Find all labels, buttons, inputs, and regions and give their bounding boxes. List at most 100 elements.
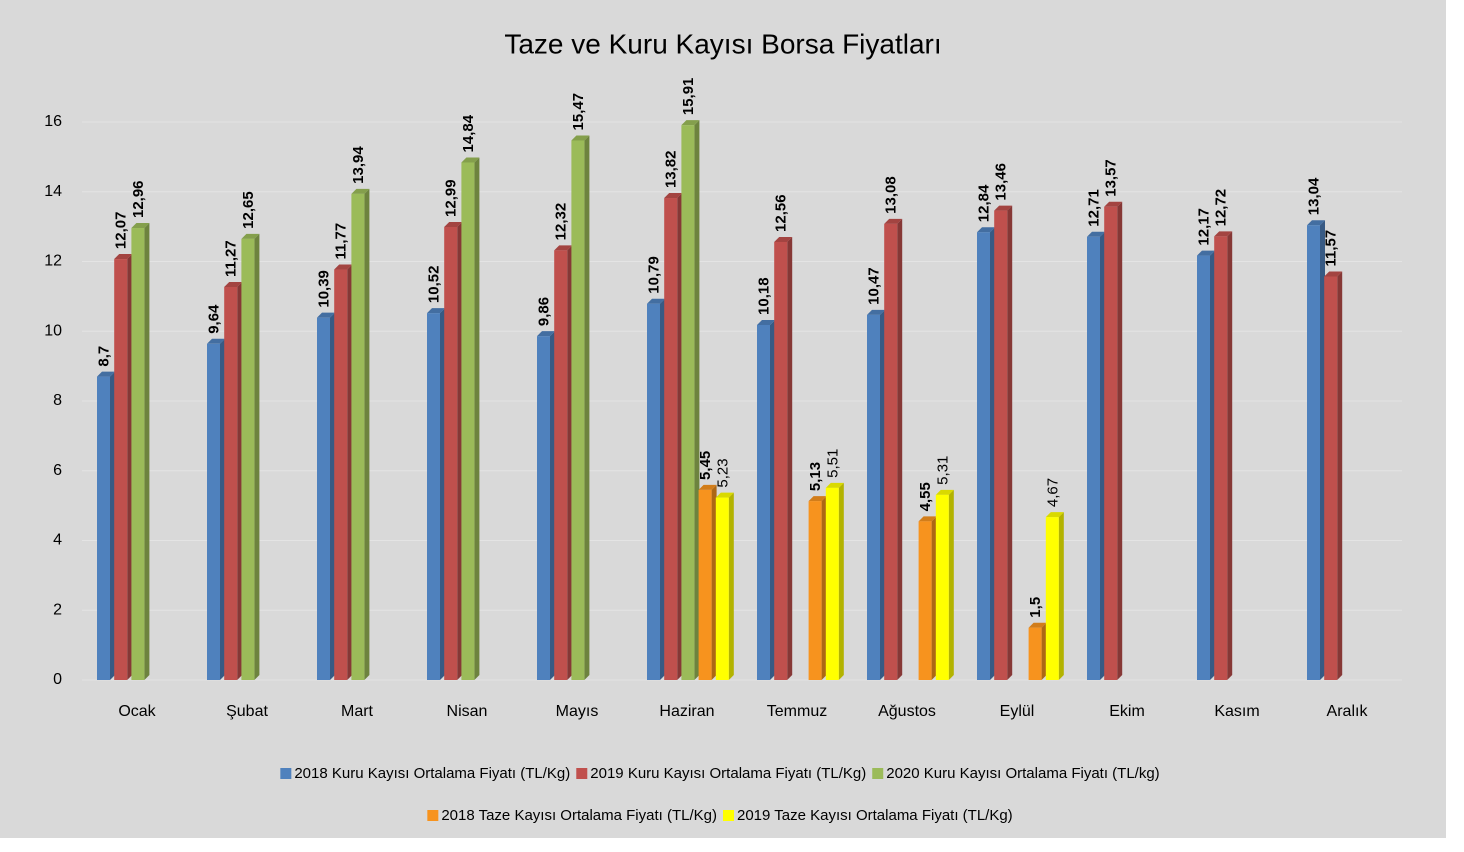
bar (427, 313, 440, 680)
bar-side (728, 492, 734, 680)
bar-side (364, 188, 370, 680)
legend-swatch (427, 810, 439, 821)
value-label: 15,47 (570, 93, 587, 131)
bar (808, 501, 822, 680)
chart-title: Taze ve Kuru Kayısı Borsa Fiyatları (504, 28, 941, 59)
bar (97, 376, 110, 680)
value-label: 10,39 (315, 270, 332, 308)
value-label: 12,07 (113, 212, 130, 250)
bar (884, 223, 898, 680)
bar-side (821, 496, 827, 680)
bar-side (1227, 231, 1233, 680)
bar-side (144, 223, 150, 680)
bar (351, 193, 365, 680)
bar (918, 521, 932, 680)
bar-top (97, 371, 115, 377)
value-label: 10,79 (645, 256, 662, 294)
bar-top (241, 233, 260, 239)
bar-side (1058, 512, 1064, 680)
bar-top (207, 338, 225, 344)
bar-top (114, 254, 133, 260)
bar (774, 241, 788, 680)
bar-top (1045, 512, 1064, 518)
bar-side (110, 371, 115, 680)
x-tick-label: Mart (341, 703, 374, 720)
x-tick-label: Temmuz (767, 703, 827, 720)
value-label: 10,47 (865, 267, 882, 305)
bar (1045, 517, 1059, 680)
bar (537, 336, 550, 680)
legend-item: 2019 Kuru Kayısı Ortalama Fiyatı (TL/Kg) (576, 765, 866, 782)
bar (444, 226, 458, 680)
bar (757, 324, 770, 680)
value-label: 13,57 (1103, 159, 1120, 197)
bar-side (711, 484, 717, 680)
y-tick-label: 16 (44, 113, 62, 130)
bar (935, 494, 949, 680)
bar (461, 162, 475, 680)
value-label: 13,82 (663, 150, 680, 188)
bar-side (694, 120, 700, 681)
value-label: 12,65 (240, 191, 257, 229)
bar-side (660, 298, 665, 680)
bar-side (567, 245, 573, 680)
bar-side (347, 264, 353, 680)
x-tick-label: Nisan (447, 703, 488, 720)
x-tick-label: Mayıs (556, 703, 599, 720)
value-label: 13,08 (883, 176, 900, 214)
bar-top (681, 120, 700, 126)
bar-side (838, 482, 844, 680)
bar (867, 314, 880, 680)
bar-top (427, 308, 445, 314)
legend-label: 2018 Kuru Kayısı Ortalama Fiyatı (TL/Kg) (294, 765, 570, 782)
legend-swatch (280, 768, 292, 779)
x-tick-label: Ekim (1109, 703, 1145, 720)
bar-top (825, 482, 844, 488)
bar (224, 286, 238, 680)
bar (1214, 236, 1228, 680)
legend-label: 2018 Taze Kayısı Ortalama Fiyatı (TL/Kg) (441, 807, 717, 824)
bar-top (317, 312, 335, 318)
x-tick-label: Şubat (226, 703, 268, 720)
bar-side (787, 236, 793, 680)
x-tick-label: Ağustos (878, 703, 936, 720)
value-label: 11,57 (1323, 230, 1340, 267)
bar (571, 140, 585, 680)
bar-side (1337, 271, 1343, 680)
value-label: 5,13 (807, 462, 824, 491)
bar-top (571, 135, 590, 141)
bar-side (220, 338, 225, 680)
legend-label: 2019 Taze Kayısı Ortalama Fiyatı (TL/Kg) (737, 807, 1013, 824)
value-label: 5,51 (824, 449, 841, 478)
x-tick-label: Kasım (1214, 703, 1259, 720)
legend-label: 2020 Kuru Kayısı Ortalama Fiyatı (TL/kg) (886, 765, 1159, 782)
bar (681, 125, 695, 681)
bar-side (474, 157, 480, 680)
legend-swatch (576, 768, 588, 779)
bar-side (1320, 220, 1325, 681)
bar-top (757, 319, 775, 325)
value-label: 10,18 (755, 277, 772, 315)
bar-side (550, 331, 555, 680)
bar (1028, 627, 1042, 680)
value-label: 12,99 (443, 179, 460, 217)
value-label: 13,04 (1305, 177, 1322, 215)
value-label: 14,84 (460, 114, 477, 152)
bar-side (677, 193, 683, 680)
y-tick-label: 4 (53, 532, 62, 549)
bar-top (537, 331, 555, 337)
bar-side (440, 308, 445, 680)
bar-side (457, 221, 463, 680)
y-tick-label: 8 (53, 392, 62, 409)
bar-side (880, 309, 885, 680)
bar-top (935, 489, 954, 495)
value-label: 12,84 (975, 184, 992, 222)
y-tick-label: 14 (44, 183, 62, 200)
bar-top (774, 236, 793, 242)
bar-top (1214, 231, 1233, 237)
value-label: 1,5 (1027, 597, 1044, 618)
bar-top (1028, 622, 1047, 628)
value-label: 11,27 (223, 240, 240, 277)
bar (1087, 236, 1100, 680)
bar-side (584, 135, 590, 680)
